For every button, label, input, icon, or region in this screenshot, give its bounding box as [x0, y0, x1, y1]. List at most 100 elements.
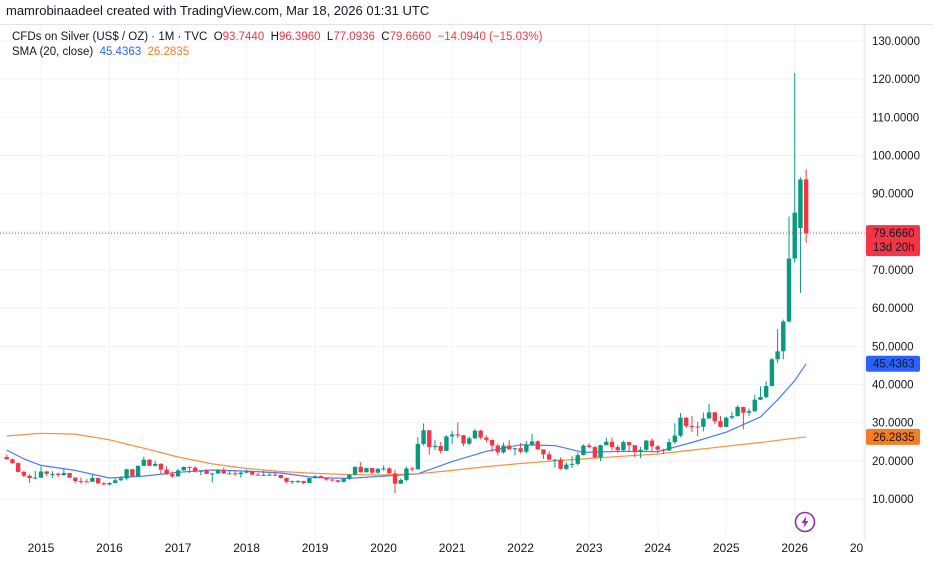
candle [141, 456, 146, 466]
candle [489, 439, 495, 453]
candle-body [501, 445, 506, 453]
candle [158, 463, 164, 474]
candle [564, 462, 569, 470]
candle [535, 440, 540, 450]
candle-body [775, 351, 780, 360]
candle [375, 468, 381, 474]
candle [95, 477, 101, 485]
candle-body [267, 474, 272, 476]
symbol-info[interactable]: CFDs on Silver (US$ / OZ) · 1M · TVC [12, 31, 208, 43]
price-labels: 79.6660 13d 20h 45.4363 26.2835 [866, 225, 920, 445]
candle [55, 472, 61, 478]
candle-body [44, 471, 49, 474]
candle-body [615, 447, 620, 451]
time-tick-label: 2024 [644, 541, 671, 555]
candle-body [712, 412, 717, 422]
candle-body [210, 473, 215, 475]
candle [501, 442, 506, 454]
candle [758, 386, 763, 401]
candle [398, 478, 403, 484]
candle-body [621, 442, 626, 451]
candle-body [626, 442, 632, 446]
candle-body [38, 471, 44, 478]
candle [775, 329, 780, 364]
last-price-badge [866, 225, 920, 257]
candle-body [672, 435, 678, 443]
candle-body [135, 465, 141, 477]
candle [461, 434, 466, 447]
candle [187, 466, 192, 474]
candle [609, 437, 615, 451]
price-tick-label: 100.0000 [872, 150, 920, 162]
candle [73, 477, 78, 483]
chart-legend: CFDs on Silver (US$ / OZ) · 1M · TVC O93… [12, 30, 542, 60]
candle-body [507, 445, 512, 450]
close-label: C [381, 31, 390, 43]
candle [147, 458, 152, 467]
candle-body [238, 472, 244, 475]
candle [718, 416, 723, 428]
candle [672, 423, 678, 444]
candle [746, 408, 752, 417]
candle-body [409, 468, 415, 470]
candle-body [449, 434, 455, 437]
sma-fast-legend-value: 45.4363 [99, 46, 142, 58]
candle [90, 474, 95, 482]
candle [221, 467, 226, 474]
lightning-icon[interactable] [794, 511, 816, 533]
candle [255, 473, 261, 476]
candle [113, 478, 118, 483]
candle-body [421, 430, 426, 445]
candle [546, 451, 552, 461]
candle-body [478, 430, 483, 438]
chart-frame [0, 24, 933, 569]
candle [175, 468, 181, 477]
price-axis: 130.0000120.0000110.0000100.000090.00008… [872, 36, 920, 506]
candle-body [598, 445, 603, 458]
candle [381, 465, 386, 471]
candle [621, 440, 626, 451]
candle [267, 473, 272, 477]
candle [689, 415, 695, 433]
candle-body [375, 468, 381, 473]
price-tick-label: 90.0000 [872, 189, 914, 201]
candle [392, 469, 398, 493]
candle [130, 469, 135, 477]
candle [769, 357, 775, 387]
high-label: H [270, 31, 279, 43]
candle-body [232, 473, 238, 475]
time-axis: 2015 2016 2017 2018 2019 2020 2021 2022 2023 2024… [28, 541, 864, 555]
candle [752, 394, 757, 412]
sma-label[interactable]: SMA (20, close) [12, 46, 94, 58]
candle [27, 474, 32, 483]
candle [278, 474, 284, 479]
candle-body [689, 426, 695, 428]
low-label: L [326, 31, 334, 43]
candle [84, 479, 89, 483]
candle-body [735, 407, 740, 417]
candle [181, 466, 186, 471]
candle-body [798, 179, 803, 228]
candle [541, 449, 546, 459]
candle [792, 73, 797, 263]
candle [101, 482, 107, 486]
time-tick-label: 2025 [713, 541, 740, 555]
chart-credit: mamrobinaadeel created with TradingView.… [6, 3, 430, 18]
candle-body [484, 437, 489, 440]
time-tick-label: 2022 [507, 541, 534, 555]
candle [438, 441, 443, 454]
candle-body [489, 439, 495, 446]
candle [341, 478, 346, 483]
candle-body [341, 478, 346, 482]
candle [712, 411, 717, 424]
candle [786, 216, 792, 323]
candle [615, 444, 620, 453]
candle [250, 471, 255, 476]
candle [701, 412, 706, 432]
candle-body [609, 441, 615, 448]
candle-body [107, 482, 112, 485]
candle-body [706, 412, 712, 419]
candle [238, 471, 244, 478]
candle-body [318, 476, 323, 478]
